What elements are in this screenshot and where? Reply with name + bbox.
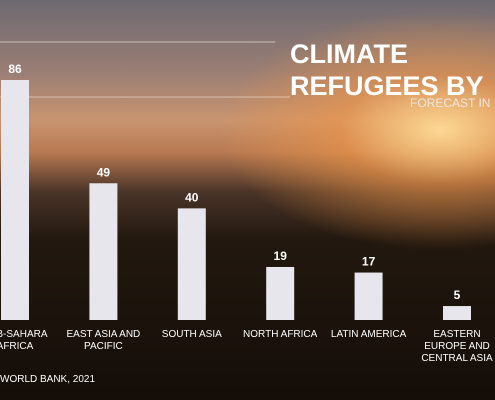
- value-label: 5: [454, 288, 461, 302]
- value-label: 86: [8, 62, 22, 76]
- chart-subtitle: FORECAST IN: [410, 96, 491, 110]
- value-label: 40: [185, 190, 199, 204]
- category-label: EAST ASIA AND PACIFIC: [66, 329, 141, 352]
- category-label: EASTERN EUROPE AND CENTRAL ASIA: [421, 329, 493, 364]
- value-label: 17: [362, 255, 376, 269]
- category-label: LATIN AMERICA: [330, 329, 407, 340]
- bar: [354, 272, 383, 320]
- bar: [177, 208, 206, 320]
- category-label: SOUTH ASIA: [161, 329, 222, 340]
- chart-title: CLIMATE REFUGEES BY: [290, 39, 484, 101]
- bar: [443, 306, 471, 320]
- bar: [266, 266, 295, 320]
- category-label: SUB-SAHARA AFRICA: [0, 329, 48, 352]
- category-label: NORTH AFRICA: [243, 329, 318, 340]
- source: WORLD BANK, 2021: [0, 374, 96, 385]
- value-label: 19: [274, 249, 288, 263]
- value-label: 49: [97, 165, 111, 179]
- bar: [89, 183, 118, 320]
- bar: [1, 80, 29, 320]
